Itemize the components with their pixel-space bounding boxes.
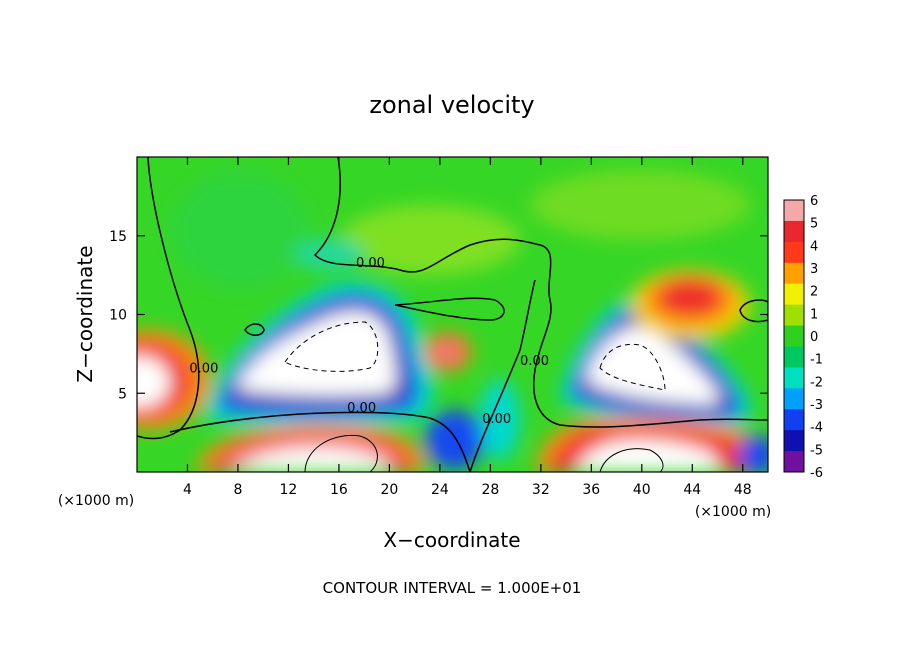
contour-zero-left bbox=[137, 157, 200, 440]
field-lower-center-blue bbox=[425, 410, 485, 470]
colorbar-label: 1 bbox=[810, 307, 818, 322]
contour-label: 0.00 bbox=[520, 354, 549, 369]
contour-zero-box bbox=[394, 297, 505, 321]
colorbar-swatch bbox=[784, 388, 804, 410]
x-tick-label: 8 bbox=[233, 482, 242, 498]
colorbar-swatch bbox=[784, 430, 804, 452]
chart-title: zonal velocity bbox=[369, 91, 534, 119]
colorbar-label: -3 bbox=[810, 398, 823, 413]
field-bottom-right-blue bbox=[738, 435, 768, 472]
field-lower-center-cyan bbox=[480, 380, 520, 460]
x-tick-label: 48 bbox=[734, 482, 752, 498]
field-light-green-upper bbox=[340, 205, 520, 275]
field-light-green-right bbox=[530, 170, 750, 240]
field-cyan-streak-upper bbox=[295, 240, 365, 270]
y-tick-label: 15 bbox=[109, 229, 127, 245]
contour-label: 0.00 bbox=[482, 412, 511, 427]
colorbar-label: -6 bbox=[810, 466, 823, 481]
y-tick-label: 10 bbox=[109, 308, 127, 324]
colorbar-swatch bbox=[784, 283, 804, 306]
x-tick-label: 40 bbox=[633, 482, 651, 498]
x-tick-label: 12 bbox=[280, 482, 298, 498]
x-tick-label: 20 bbox=[380, 482, 398, 498]
x-axis-label: X−coordinate bbox=[383, 528, 520, 552]
colorbar-swatch bbox=[784, 262, 804, 285]
colorbar-swatch bbox=[784, 241, 804, 264]
colorbar-label: -2 bbox=[810, 375, 823, 390]
colorbar-swatch bbox=[784, 409, 804, 431]
colorbar-frame bbox=[783, 199, 805, 473]
colorbar-swatch bbox=[784, 451, 804, 473]
colorbar-label: -5 bbox=[810, 443, 823, 458]
contour-label: 0.00 bbox=[356, 256, 385, 271]
colorbar-swatch bbox=[784, 367, 804, 389]
contour-solid-bottom-right bbox=[599, 448, 664, 472]
contour-lines bbox=[137, 157, 768, 472]
x-tick-label: 36 bbox=[582, 482, 600, 498]
y-tick-label: 5 bbox=[118, 386, 127, 402]
contour-label: 0.00 bbox=[189, 362, 218, 377]
colorbar-swatch bbox=[784, 346, 804, 368]
field-bottom-band-white bbox=[240, 449, 385, 472]
contour-interval-footer: CONTOUR INTERVAL = 1.000E+01 bbox=[323, 579, 582, 597]
x-units-left: (×1000 m) bbox=[58, 493, 134, 509]
field-left-edge-white bbox=[137, 356, 170, 408]
colorbar-label: -4 bbox=[810, 421, 823, 436]
colorbar-label: -1 bbox=[810, 353, 823, 368]
contour-right-small bbox=[739, 299, 768, 323]
contour-solid-bottom-left bbox=[304, 434, 378, 472]
colorbar-label: 3 bbox=[810, 262, 818, 277]
colorbar-label: 0 bbox=[810, 330, 818, 345]
x-tick-label: 16 bbox=[330, 482, 348, 498]
x-tick-label: 4 bbox=[183, 482, 192, 498]
colorbar-swatch bbox=[784, 220, 804, 243]
field-layers bbox=[137, 170, 768, 472]
contour-dashed-right bbox=[599, 343, 666, 391]
x-tick-label: 28 bbox=[481, 482, 499, 498]
colorbar-label: 6 bbox=[810, 194, 818, 209]
colorbar-label: 4 bbox=[810, 239, 818, 254]
colorbar-swatch bbox=[784, 200, 804, 222]
field-green-left bbox=[170, 170, 310, 290]
field-upper-right-red bbox=[658, 280, 722, 316]
x-ticks: 4 8 12 16 20 24 28 32 36 40 44 48 bbox=[183, 157, 752, 498]
contour-label: 0.00 bbox=[347, 401, 376, 416]
colorbar-swatch bbox=[784, 325, 804, 347]
x-tick-label: 32 bbox=[532, 482, 550, 498]
x-tick-label: 44 bbox=[683, 482, 701, 498]
x-units-right: (×1000 m) bbox=[695, 504, 771, 520]
field-core-right-white bbox=[585, 326, 720, 405]
field-core-left-white bbox=[236, 310, 397, 397]
contour-label-layer: 0.00 0.00 0.00 0.00 0.00 bbox=[189, 256, 549, 427]
colorbar-label: 2 bbox=[810, 285, 818, 300]
colorbar: 6 5 4 3 2 1 0 -1 -2 -3 -4 -5 -6 bbox=[783, 194, 823, 481]
y-axis-label: Z−coordinate bbox=[73, 245, 97, 382]
contour-zero-diagonal bbox=[469, 279, 536, 472]
colorbar-swatch bbox=[784, 304, 804, 327]
contour-small-left bbox=[244, 323, 265, 336]
contour-dashed-left bbox=[284, 321, 379, 372]
colorbar-label: 5 bbox=[810, 217, 818, 232]
x-tick-label: 24 bbox=[431, 482, 449, 498]
y-ticks: 5 10 15 bbox=[109, 229, 768, 402]
field-bottom-right-white bbox=[575, 439, 720, 472]
contour-zero-upper-center bbox=[313, 157, 768, 428]
contour-zero-lower-center bbox=[169, 411, 471, 472]
field-center-pink bbox=[440, 345, 456, 359]
plot-area: 0.00 0.00 0.00 0.00 0.00 bbox=[137, 157, 768, 472]
